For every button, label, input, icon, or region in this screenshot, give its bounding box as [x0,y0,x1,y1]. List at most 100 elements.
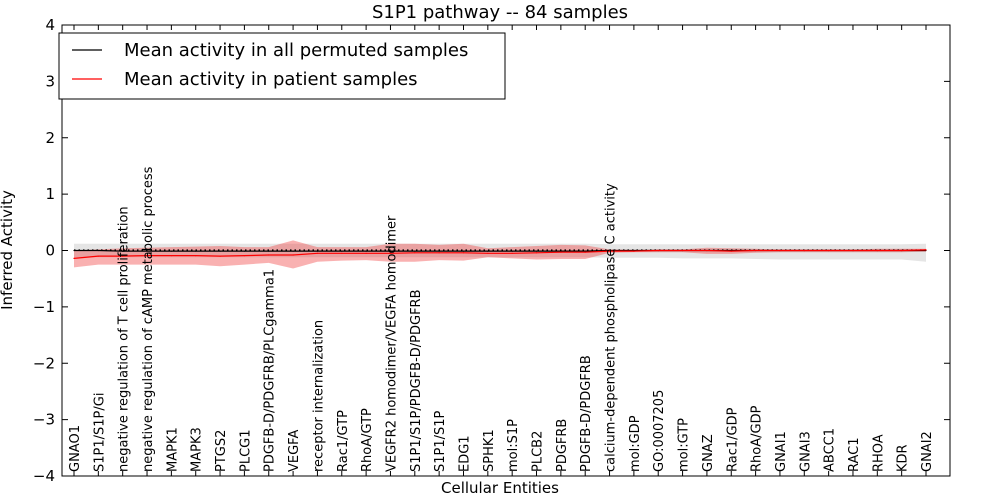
data-point [170,250,172,252]
x-tick-label: PLCB2 [531,431,546,472]
x-tick-label: RAC1 [847,437,862,472]
y-tick-label: 3 [45,72,55,90]
data-point [657,249,659,252]
data-point [292,250,294,252]
y-tick-label: 2 [45,129,55,147]
x-tick-label: KDR [896,444,911,472]
x-tick-label: Rac1/GTP [336,410,351,472]
y-axis-label: Inferred Activity [0,190,16,310]
x-tick-label: EDG1 [458,435,473,472]
data-point [316,250,318,252]
x-tick-label: MAPK1 [165,427,180,472]
x-tick-label: GO:0007205 [652,390,667,472]
data-point [389,252,392,254]
data-point [389,250,392,252]
data-point [292,254,294,256]
x-tick-label: Rac1/GDP [725,407,740,472]
data-point [535,250,538,252]
x-tick-label: VEGFA [287,430,302,472]
data-point [730,250,732,252]
data-point [560,250,562,252]
x-tick-label: GNAI2 [920,431,935,472]
data-point [901,249,903,252]
x-axis-label: Cellular Entities [441,479,559,497]
x-tick-label: negative regulation of cAMP metabolic pr… [141,166,156,472]
data-point [195,255,197,257]
x-tick-label: S1P1/S1P/PDGFB-D/PDGFRB [409,289,424,472]
data-point [341,252,343,254]
confidence-bands [74,240,926,269]
legend-label: Mean activity in all permuted samples [124,40,468,61]
x-tick-label: receptor internalization [311,320,326,472]
y-axis-ticks: 4 3 2 1 0 −1 −2 −3 −4 [33,16,950,485]
data-point [755,249,757,252]
data-point [146,250,148,252]
data-point [414,250,416,252]
legend: Mean activity in all permuted samples Mea… [58,32,506,100]
x-tick-label: VEGFR2 homodimer/VEGFA homodimer [385,215,400,472]
data-point [511,252,513,254]
y-tick-label: −4 [33,467,55,485]
data-point [365,250,367,252]
data-point [487,252,489,254]
x-tick-label: PLCG1 [238,429,253,472]
data-point [706,249,708,252]
data-point [146,255,148,257]
x-tick-label: S1P1/S1P [433,410,448,472]
band-patient [74,240,926,269]
data-point [243,255,245,257]
x-tick-label: GNAO1 [68,425,83,472]
line-patient [73,249,927,259]
data-point [462,252,465,254]
x-tick-label: PDGFB-D/PDGFRB/PLCgamma1 [263,269,278,472]
data-point [316,252,318,254]
data-point [414,252,416,254]
data-point [122,250,124,252]
x-tick-label: PDGFB-D/PDGFRB [579,355,594,472]
data-point [511,250,513,252]
data-point [584,251,586,253]
x-tick-label: RhoA/GDP [750,405,765,472]
data-point [219,255,221,257]
plot-frame [61,24,951,477]
data-point [633,250,635,252]
x-tick-label: S1P1/S1P/Gi [92,393,107,472]
x-tick-label: RHOA [871,434,886,472]
y-tick-label: −1 [33,298,55,316]
x-tick-label: mol:GDP [628,415,643,472]
data-point [170,255,172,257]
data-point [779,249,781,252]
x-tick-label: GNAI3 [798,431,813,472]
data-point [438,250,440,252]
y-tick-label: 4 [45,16,55,34]
data-point [268,250,270,252]
data-point [365,252,367,254]
x-tick-label: RhoA/GTP [360,408,375,472]
x-tick-label: SPHK1 [482,429,497,472]
data-point [438,252,440,254]
data-point [122,255,124,257]
chart-title: S1P1 pathway -- 84 samples [372,2,628,23]
data-point [73,249,75,252]
data-point [682,249,684,252]
data-point [876,249,878,252]
data-point [852,249,854,252]
x-tick-label: GNAI1 [774,431,789,472]
legend-box [58,32,506,100]
data-point [535,252,538,254]
data-point [268,254,270,256]
data-point [195,250,197,252]
data-point [560,251,562,253]
data-point [925,249,927,251]
data-point [462,250,465,252]
data-point [341,250,343,252]
data-point [828,249,830,252]
data-point [219,250,221,252]
y-tick-label: −2 [33,354,55,372]
legend-label: Mean activity in patient samples [124,69,418,90]
data-point [97,255,99,257]
x-tick-label: mol:GTP [677,418,692,472]
x-tick-label: ABCC1 [823,428,838,472]
series-lines [73,249,927,259]
